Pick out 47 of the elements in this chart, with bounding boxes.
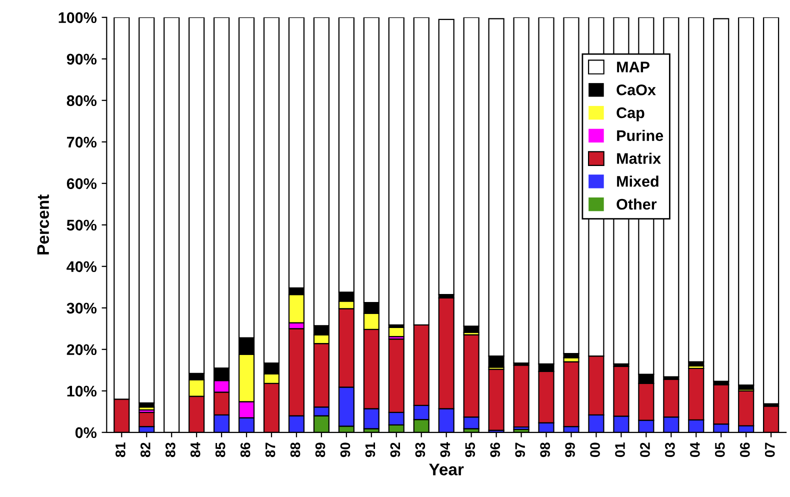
x-tick-label: 98	[540, 442, 550, 458]
x-tick-label: 99	[565, 442, 575, 458]
x-tick-label: 04	[690, 442, 700, 458]
x-tick-label: 94	[440, 442, 450, 458]
x-tick-label: 88	[290, 442, 300, 458]
y-tick-label: 20%	[66, 344, 97, 356]
legend-label: CaOx	[616, 84, 656, 96]
y-tick-label: 0%	[75, 427, 97, 438]
x-tick-label: 89	[315, 442, 326, 458]
x-tick-label: 87	[265, 442, 276, 458]
y-tick-label: 30%	[66, 302, 97, 314]
legend-label: MAP	[617, 62, 650, 72]
x-tick-label: 05	[715, 442, 725, 458]
x-tick-label: 81	[116, 442, 126, 458]
x-tick-label: 91	[365, 442, 376, 458]
x-tick-label: 07	[764, 442, 775, 458]
x-tick-label: 95	[465, 442, 476, 458]
x-tick-label: 00	[590, 442, 600, 458]
legend-label: Cap	[616, 107, 644, 122]
legend-label: Other	[616, 198, 657, 210]
y-tick-label: 90%	[66, 54, 97, 65]
x-tick-label: 90	[340, 442, 350, 458]
x-tick-label: 96	[490, 442, 500, 458]
y-tick-label: 10%	[67, 386, 97, 397]
x-tick-label: 84	[190, 442, 200, 458]
x-tick-label: 01	[615, 442, 625, 458]
x-tick-label: 97	[515, 442, 526, 458]
legend-label: Purine	[617, 130, 664, 142]
x-tick-label: 92	[390, 442, 400, 458]
x-tick-label: 83	[165, 442, 176, 458]
x-axis-title: Year	[429, 464, 464, 476]
x-tick-label: 86	[240, 442, 250, 458]
x-tick-label: 85	[215, 442, 226, 458]
y-tick-label: 70%	[67, 136, 97, 148]
x-tick-label: 03	[665, 442, 675, 458]
y-tick-label: 40%	[66, 261, 97, 272]
x-tick-label: 06	[740, 442, 750, 458]
x-tick-label: 82	[140, 442, 150, 458]
y-axis-title: Percent	[37, 194, 50, 254]
y-tick-label: 60%	[66, 178, 97, 190]
legend-label: Matrix	[617, 152, 661, 164]
x-tick-label: 02	[640, 442, 650, 458]
legend-label: Mixed	[617, 176, 658, 187]
x-tick-label: 93	[415, 442, 426, 458]
y-tick-label: 100%	[58, 12, 97, 24]
y-tick-label: 80%	[66, 95, 97, 106]
y-tick-label: 50%	[66, 220, 97, 231]
